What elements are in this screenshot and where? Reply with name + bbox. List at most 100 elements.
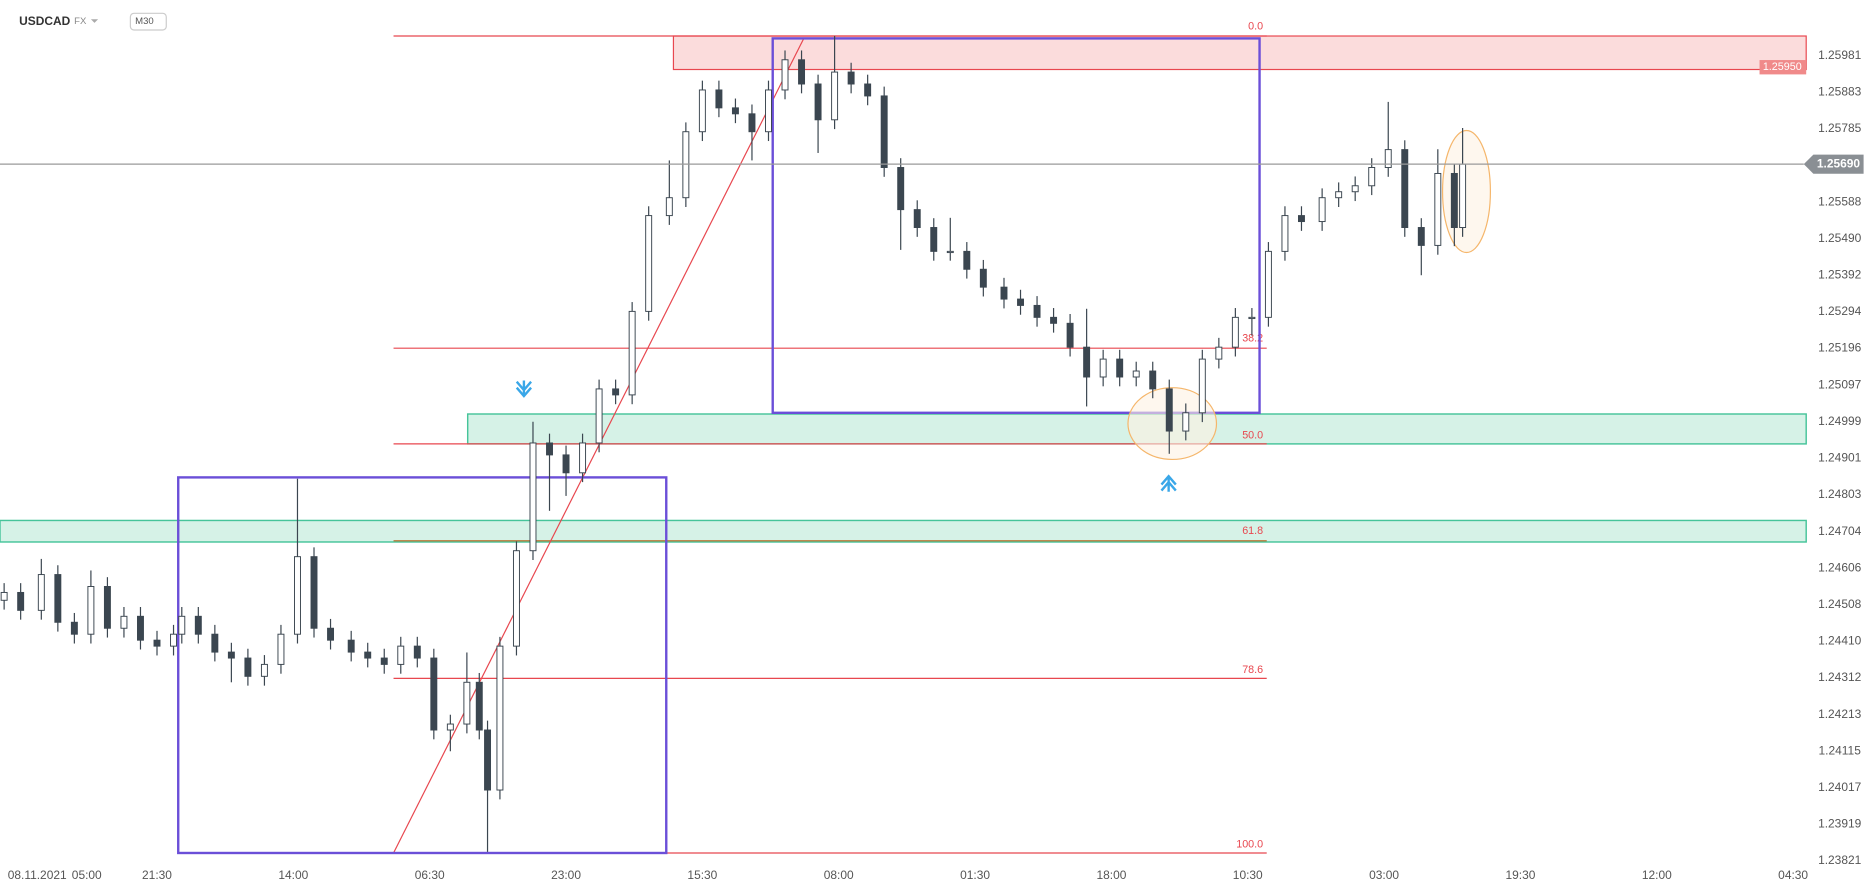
candle-body — [1281, 215, 1289, 252]
dropdown-icon — [90, 19, 99, 23]
highlight-ellipse — [1441, 129, 1492, 254]
candle-body — [1116, 358, 1124, 378]
x-tick-label: 12:00 — [1642, 868, 1672, 882]
last-price-label: 1.25690 — [1817, 156, 1861, 170]
candle-body — [698, 89, 706, 133]
candle-body — [1450, 172, 1458, 228]
y-tick-label: 1.24312 — [1818, 670, 1862, 684]
fib-label: 61.8 — [1242, 525, 1263, 537]
candle-body — [1132, 370, 1140, 378]
candle-body — [37, 574, 45, 611]
candle-body — [612, 388, 620, 396]
range-box — [771, 37, 1261, 414]
candle-body — [397, 645, 405, 665]
candle-body — [413, 645, 421, 659]
fib-label: 50.0 — [1242, 429, 1263, 441]
candle-body — [864, 83, 872, 97]
candle-body — [1264, 250, 1272, 318]
candle-body — [54, 574, 62, 623]
candle-body — [244, 657, 252, 677]
candle-body — [979, 268, 987, 288]
candle-body — [1198, 358, 1206, 414]
candle-body — [814, 83, 822, 121]
candle-body — [546, 442, 553, 456]
last-price-tag — [1803, 154, 1864, 174]
x-tick-label: 08.11.2021 — [8, 868, 67, 882]
candle-body — [798, 59, 806, 85]
y-tick-label: 1.24213 — [1818, 707, 1862, 721]
candle-body — [347, 639, 355, 653]
candle-body — [430, 657, 438, 731]
candle-body — [897, 167, 905, 211]
candle-body — [1459, 163, 1467, 228]
candle-body — [484, 729, 492, 791]
interval-button[interactable] — [129, 12, 167, 31]
candle-body — [1033, 304, 1041, 318]
candle-body — [1401, 149, 1409, 228]
candle-body — [17, 591, 25, 611]
y-tick-label: 1.25392 — [1818, 267, 1862, 281]
candle-body — [930, 227, 938, 252]
candle-body — [211, 633, 219, 653]
candle-body — [731, 107, 739, 115]
fib-label: 38.2 — [1242, 332, 1263, 344]
candle-body — [1417, 227, 1425, 246]
candle-body — [0, 591, 8, 601]
candle-body — [294, 556, 301, 635]
candle-body — [1182, 412, 1190, 432]
candle-body — [1215, 346, 1223, 360]
candle-body — [562, 454, 570, 474]
candle-body — [87, 586, 95, 635]
candle-body — [463, 681, 471, 725]
candle-body — [227, 651, 235, 659]
x-tick-label: 15:30 — [687, 868, 717, 882]
fib-label: 0.0 — [1248, 20, 1263, 32]
candle-body — [1083, 346, 1091, 378]
y-tick-label: 1.24803 — [1818, 487, 1862, 501]
candle-body — [178, 615, 186, 635]
fib-label: 100.0 — [1236, 838, 1263, 850]
candle-body — [1248, 316, 1256, 320]
candle-body — [946, 250, 954, 254]
candle-body — [765, 89, 772, 133]
x-tick-label: 19:30 — [1505, 868, 1535, 882]
candle-body — [913, 209, 921, 228]
candle-body — [1165, 388, 1173, 432]
candle-body — [1298, 215, 1305, 223]
candle-body — [120, 615, 128, 629]
candle-body — [1066, 322, 1074, 348]
candle-body — [1434, 172, 1442, 246]
drawings: 0.0 38.2 50.0 61.8 78.6 100.0 — [0, 20, 1807, 855]
y-tick-label: 1.23821 — [1818, 853, 1862, 867]
fib-label: 78.6 — [1242, 664, 1263, 676]
y-tick-label: 1.23919 — [1818, 816, 1862, 830]
axes: 1.25981 1.25883 1.25785 1.25588 1.25490 1.253… — [0, 48, 1864, 882]
candle-body — [137, 615, 144, 641]
arrow-up — [1160, 474, 1177, 492]
y-tick-label: 1.25883 — [1818, 84, 1862, 98]
x-tick-label: 23:00 — [551, 868, 581, 882]
candle-body — [1231, 316, 1239, 348]
header: USDCAD FX M30 — [19, 12, 167, 31]
candle-body — [260, 663, 268, 677]
candle-body — [310, 556, 318, 629]
candle-body — [645, 215, 653, 312]
candle-body — [512, 550, 520, 647]
candle-body — [628, 310, 636, 396]
candle-body — [831, 71, 839, 121]
candle-body — [579, 442, 587, 474]
candle-body — [1017, 298, 1024, 306]
candle-body — [1318, 197, 1326, 223]
market: FX — [74, 16, 87, 27]
y-tick-label: 1.24115 — [1819, 743, 1862, 757]
y-tick-label: 1.24606 — [1818, 560, 1862, 574]
symbol[interactable]: USDCAD — [19, 14, 71, 28]
y-tick-label: 1.24410 — [1818, 633, 1862, 647]
candle-body — [194, 615, 202, 635]
candle-body — [1050, 316, 1058, 324]
candle-body — [170, 633, 177, 647]
candle-body — [1099, 358, 1107, 378]
y-tick-label: 1.25294 — [1818, 304, 1862, 318]
candle-body — [277, 633, 285, 665]
candle-body — [1149, 370, 1157, 390]
